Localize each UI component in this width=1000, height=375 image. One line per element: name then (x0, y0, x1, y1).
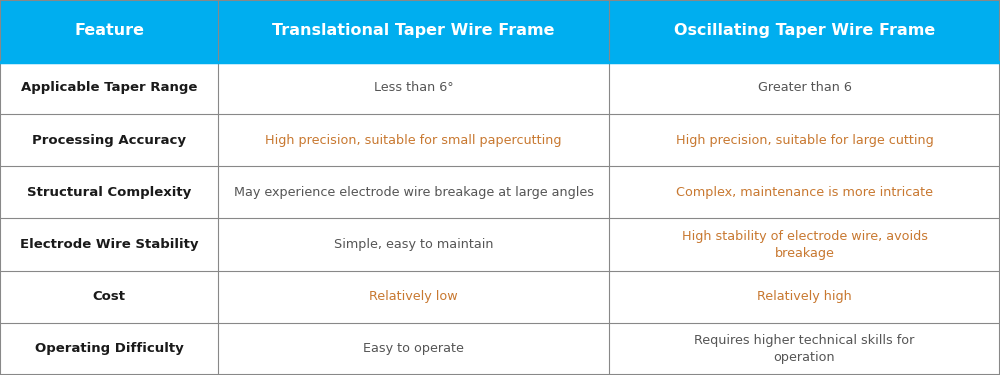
Bar (218, 62, 609, 114)
Bar (0, 0, 218, 62)
Text: Requires higher technical skills for
operation: Requires higher technical skills for ope… (694, 334, 915, 364)
Text: Applicable Taper Range: Applicable Taper Range (21, 81, 197, 94)
Bar (0, 62, 218, 114)
Text: Electrode Wire Stability: Electrode Wire Stability (20, 238, 198, 251)
Text: Oscillating Taper Wire Frame: Oscillating Taper Wire Frame (674, 23, 935, 39)
Text: High precision, suitable for small papercutting: High precision, suitable for small paper… (265, 134, 562, 147)
Bar (218, 323, 609, 375)
Text: Less than 6°: Less than 6° (374, 81, 453, 94)
Text: Processing Accuracy: Processing Accuracy (32, 134, 186, 147)
Bar (609, 218, 1000, 271)
Text: May experience electrode wire breakage at large angles: May experience electrode wire breakage a… (234, 186, 594, 199)
Bar (218, 218, 609, 271)
Bar (609, 0, 1000, 62)
Text: High precision, suitable for large cutting: High precision, suitable for large cutti… (676, 134, 933, 147)
Bar (218, 0, 609, 62)
Bar (0, 218, 218, 271)
Text: High stability of electrode wire, avoids
breakage: High stability of electrode wire, avoids… (682, 230, 928, 260)
Text: Feature: Feature (74, 23, 144, 39)
Text: Simple, easy to maintain: Simple, easy to maintain (334, 238, 493, 251)
Bar (218, 271, 609, 323)
Bar (218, 114, 609, 166)
Bar (609, 62, 1000, 114)
Bar (0, 166, 218, 218)
Bar (609, 166, 1000, 218)
Bar (609, 323, 1000, 375)
Text: Relatively high: Relatively high (757, 290, 852, 303)
Bar (0, 114, 218, 166)
Text: Greater than 6: Greater than 6 (758, 81, 851, 94)
Text: Translational Taper Wire Frame: Translational Taper Wire Frame (272, 23, 555, 39)
Text: Cost: Cost (92, 290, 126, 303)
Text: Easy to operate: Easy to operate (363, 342, 464, 355)
Text: Operating Difficulty: Operating Difficulty (35, 342, 183, 355)
Bar (609, 271, 1000, 323)
Bar (218, 166, 609, 218)
Bar (609, 114, 1000, 166)
Text: Relatively low: Relatively low (369, 290, 458, 303)
Bar (0, 271, 218, 323)
Text: Complex, maintenance is more intricate: Complex, maintenance is more intricate (676, 186, 933, 199)
Bar (0, 323, 218, 375)
Text: Structural Complexity: Structural Complexity (27, 186, 191, 199)
